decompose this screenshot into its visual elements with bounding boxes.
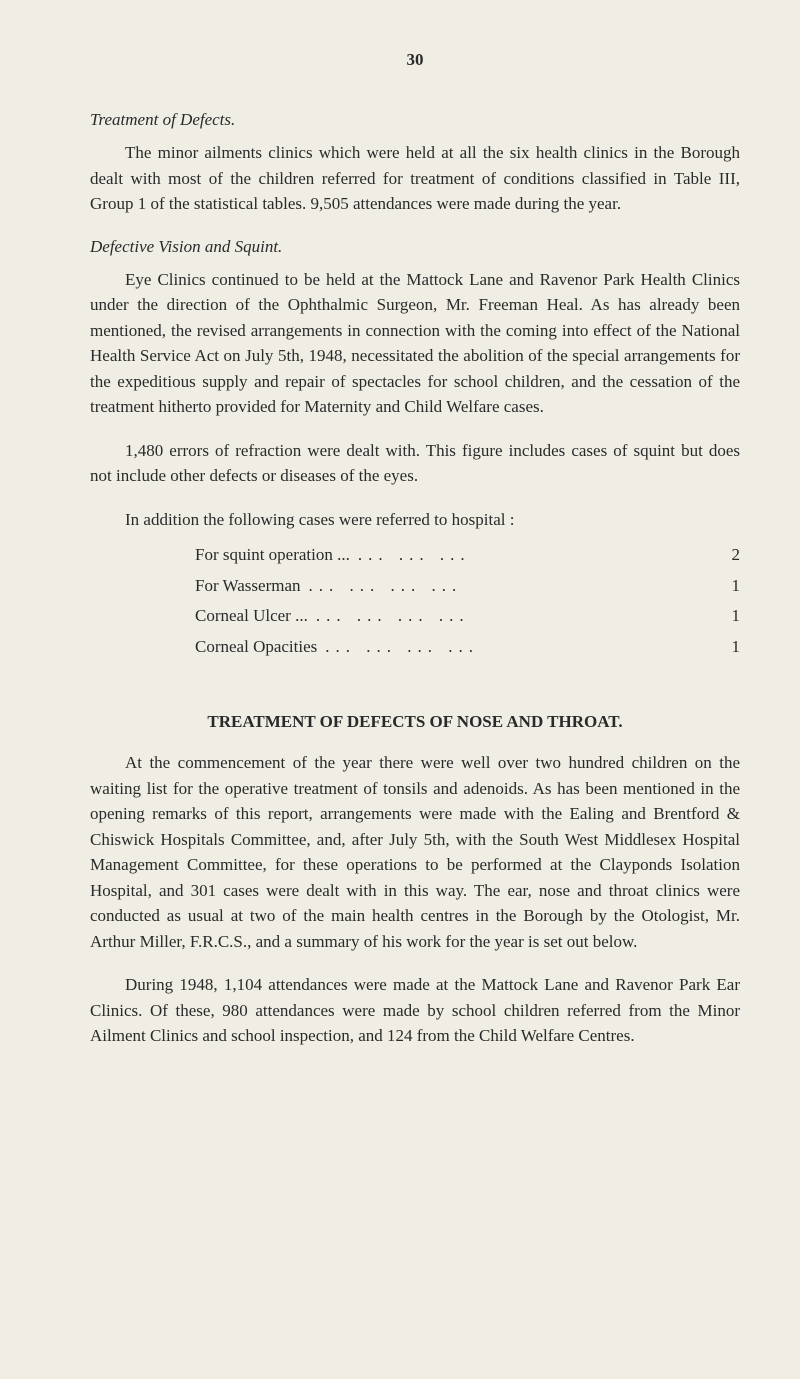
referral-list: For squint operation ... ... ... ... 2 F…	[160, 540, 740, 662]
list-value: 1	[710, 601, 740, 632]
paragraph-treatment: The minor ailments clinics which were he…	[90, 140, 740, 217]
list-dots: ... ... ... ...	[317, 632, 710, 663]
list-label: For Wasserman	[195, 571, 301, 602]
list-item: For Wasserman ... ... ... ... 1	[160, 571, 740, 602]
paragraph-vision-2: 1,480 errors of refraction were dealt wi…	[90, 438, 740, 489]
list-dots: ... ... ... ...	[301, 571, 711, 602]
section-heading-vision: Defective Vision and Squint.	[90, 237, 740, 257]
list-dots: ... ... ...	[350, 540, 710, 571]
list-value: 1	[710, 571, 740, 602]
list-item: Corneal Opacities ... ... ... ... 1	[160, 632, 740, 663]
list-label: Corneal Ulcer ...	[195, 601, 308, 632]
list-dots: ... ... ... ...	[308, 601, 710, 632]
paragraph-nose-throat-1: At the commencement of the year there we…	[90, 750, 740, 954]
list-item: For squint operation ... ... ... ... 2	[160, 540, 740, 571]
list-value: 1	[710, 632, 740, 663]
list-label: For squint operation ...	[195, 540, 350, 571]
section-heading-treatment: Treatment of Defects.	[90, 110, 740, 130]
list-value: 2	[710, 540, 740, 571]
list-item: Corneal Ulcer ... ... ... ... ... 1	[160, 601, 740, 632]
list-label: Corneal Opacities	[195, 632, 317, 663]
paragraph-nose-throat-2: During 1948, 1,104 attendances were made…	[90, 972, 740, 1049]
list-intro: In addition the following cases were ref…	[90, 507, 740, 533]
section-heading-nose-throat: TREATMENT OF DEFECTS OF NOSE AND THROAT.	[90, 712, 740, 732]
document-page: 30 Treatment of Defects. The minor ailme…	[0, 0, 800, 1127]
paragraph-vision-1: Eye Clinics continued to be held at the …	[90, 267, 740, 420]
page-number: 30	[90, 50, 740, 70]
